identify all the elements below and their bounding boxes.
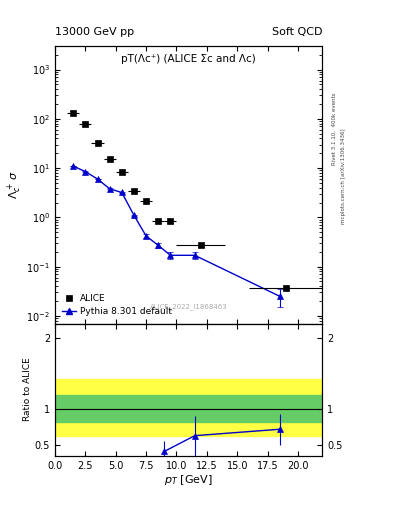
Text: mcplots.cern.ch [arXiv:1306.3436]: mcplots.cern.ch [arXiv:1306.3436] xyxy=(341,128,346,224)
Text: Soft QCD: Soft QCD xyxy=(272,27,322,37)
Bar xyxy=(55,379,322,436)
X-axis label: $p_T$ [GeV]: $p_T$ [GeV] xyxy=(164,473,213,487)
Text: pT(Λc⁺) (ALICE Σc and Λc): pT(Λc⁺) (ALICE Σc and Λc) xyxy=(121,54,256,65)
Y-axis label: $\Lambda_c^+\,\sigma$: $\Lambda_c^+\,\sigma$ xyxy=(5,170,24,199)
Text: 13000 GeV pp: 13000 GeV pp xyxy=(55,27,134,37)
Text: Rivet 3.1.10,  400k events: Rivet 3.1.10, 400k events xyxy=(332,92,337,165)
Y-axis label: Ratio to ALICE: Ratio to ALICE xyxy=(23,358,32,421)
Bar xyxy=(55,395,322,422)
Legend: ALICE, Pythia 8.301 default: ALICE, Pythia 8.301 default xyxy=(59,291,175,319)
Text: ALICE_2022_I1868463: ALICE_2022_I1868463 xyxy=(150,303,228,310)
